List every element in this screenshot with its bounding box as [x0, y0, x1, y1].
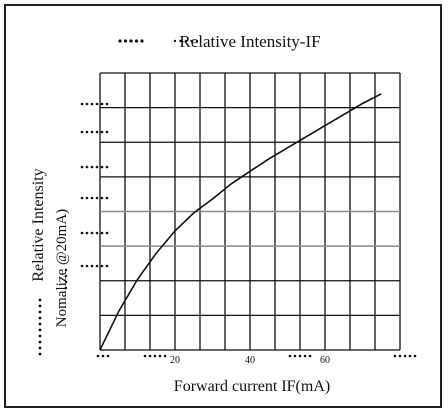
- dot: [100, 231, 104, 235]
- dot: [80, 196, 84, 200]
- dot: [105, 196, 109, 200]
- dot: [123, 39, 128, 43]
- dot: [100, 264, 104, 268]
- dot: [38, 352, 42, 356]
- dot: [38, 346, 42, 350]
- dot: [90, 130, 94, 134]
- dot: [80, 165, 84, 169]
- x-tick-label: 40: [245, 355, 255, 366]
- dot: [95, 165, 99, 169]
- x-tick-labels: 20 40 60: [170, 355, 330, 366]
- dot: [64, 280, 68, 284]
- y-axis-label: Relative Intensity: [30, 168, 47, 281]
- dot: [288, 354, 292, 358]
- dot: [85, 102, 89, 106]
- dot: [105, 165, 109, 169]
- dot: [308, 354, 312, 358]
- dot: [190, 39, 193, 43]
- dot: [90, 165, 94, 169]
- dotted-decorations: [38, 39, 417, 358]
- dot: [134, 39, 139, 43]
- dot: [179, 39, 182, 43]
- dot: [90, 196, 94, 200]
- dot: [173, 39, 177, 43]
- dot: [100, 102, 104, 106]
- dot: [105, 102, 109, 106]
- dot: [85, 165, 89, 169]
- dot: [38, 316, 42, 320]
- x-axis-label: Forward current IF(mA): [174, 378, 330, 395]
- dot: [95, 196, 99, 200]
- intensity-curve: [99, 93, 382, 351]
- dot: [100, 196, 104, 200]
- dot: [195, 39, 199, 43]
- dot: [143, 354, 147, 358]
- dot: [293, 354, 297, 358]
- dot: [100, 130, 104, 134]
- dot: [158, 354, 162, 358]
- dot: [38, 298, 42, 302]
- dot: [105, 231, 109, 235]
- dot: [95, 130, 99, 134]
- dot: [95, 231, 99, 235]
- dot: [38, 334, 42, 338]
- dot: [298, 354, 302, 358]
- y-axis-label-normalize: Nomalize @20mA): [54, 209, 70, 327]
- dot: [95, 102, 99, 106]
- dot: [38, 304, 42, 308]
- dot: [96, 354, 100, 358]
- dot: [106, 354, 110, 358]
- dot: [80, 264, 84, 268]
- dot: [90, 102, 94, 106]
- dot: [85, 231, 89, 235]
- dot: [184, 39, 188, 43]
- dot: [38, 328, 42, 332]
- dot: [100, 165, 104, 169]
- dot: [38, 310, 42, 314]
- dot: [38, 340, 42, 344]
- dot: [153, 354, 157, 358]
- dot: [64, 286, 68, 290]
- dot: [105, 130, 109, 134]
- dot: [393, 354, 397, 358]
- dot: [64, 268, 68, 272]
- dot: [118, 39, 122, 43]
- dot: [408, 354, 412, 358]
- x-tick-label: 60: [320, 355, 330, 366]
- dot: [129, 39, 133, 43]
- dot: [148, 354, 152, 358]
- chart-title: Relative Intensity-IF: [179, 32, 320, 51]
- dot: [90, 264, 94, 268]
- dot: [413, 354, 417, 358]
- dot: [80, 231, 84, 235]
- dot: [80, 102, 84, 106]
- dot: [303, 354, 307, 358]
- dot: [398, 354, 402, 358]
- dot: [38, 322, 42, 326]
- dot: [140, 39, 144, 43]
- x-tick-label: 20: [170, 355, 180, 366]
- dot: [403, 354, 407, 358]
- dot: [64, 274, 68, 278]
- dot: [80, 130, 84, 134]
- dot: [163, 354, 167, 358]
- chart-grid: [99, 72, 401, 351]
- dot: [95, 264, 99, 268]
- dot: [90, 231, 94, 235]
- dot: [101, 354, 105, 358]
- dot: [85, 196, 89, 200]
- dot: [85, 130, 89, 134]
- dot: [85, 264, 89, 268]
- dot: [105, 264, 109, 268]
- chart-frame: [4, 4, 442, 408]
